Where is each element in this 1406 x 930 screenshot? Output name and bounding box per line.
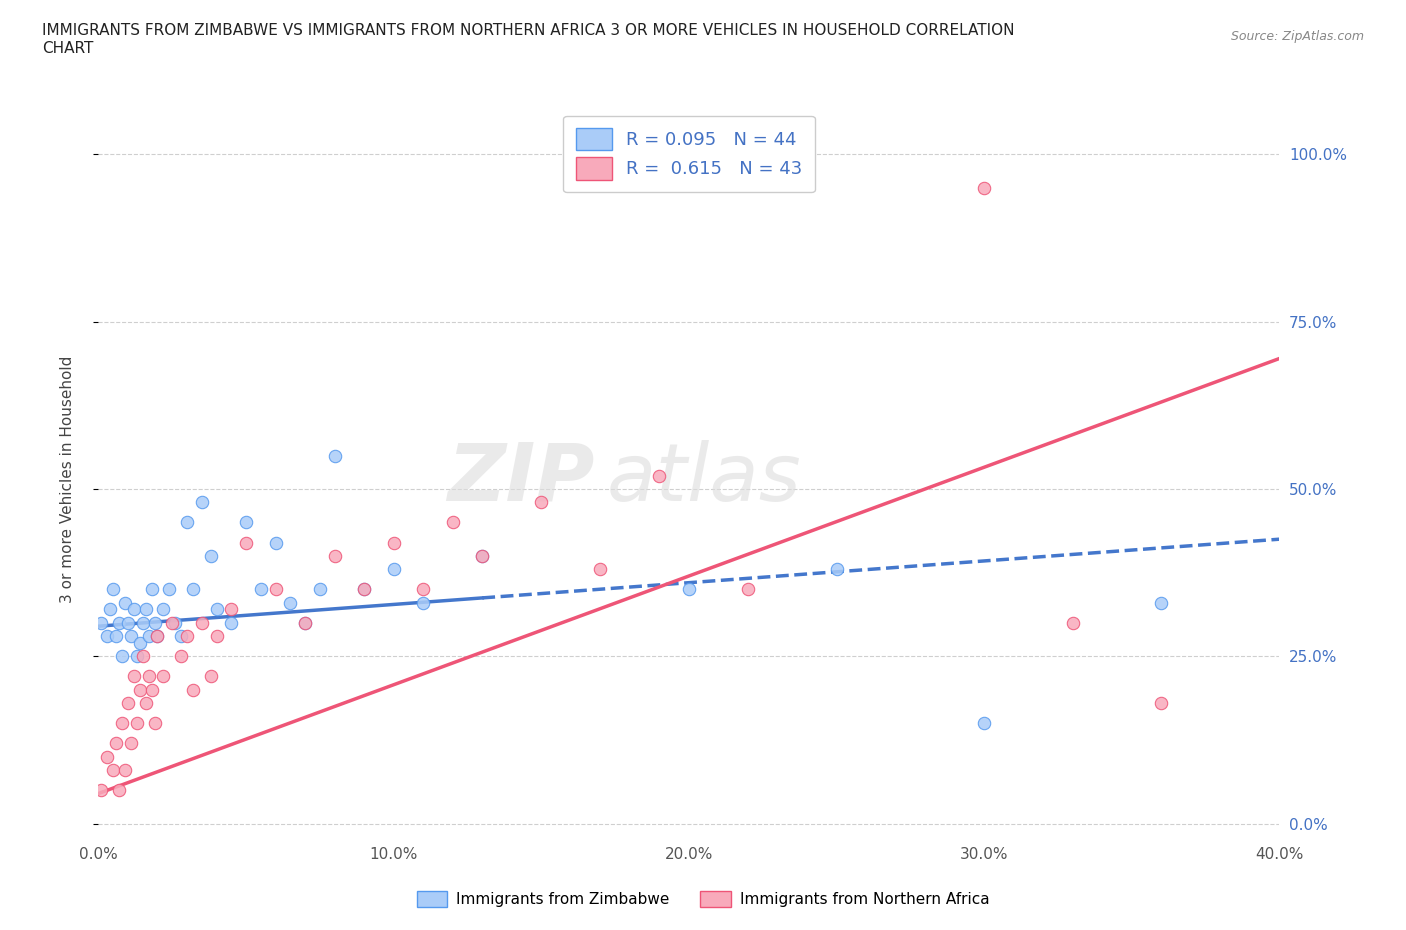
- Point: [152, 602, 174, 617]
- Point: [191, 495, 214, 510]
- Point: [1150, 595, 1173, 610]
- Legend: Immigrants from Zimbabwe, Immigrants from Northern Africa: Immigrants from Zimbabwe, Immigrants fro…: [411, 884, 995, 913]
- Point: [250, 582, 273, 597]
- Point: [132, 649, 155, 664]
- Point: [973, 180, 995, 195]
- Point: [162, 616, 183, 631]
- Point: [181, 582, 204, 597]
- Point: [441, 515, 464, 530]
- Point: [1062, 616, 1084, 631]
- Point: [235, 535, 257, 550]
- Point: [235, 515, 257, 530]
- Point: [221, 616, 243, 631]
- Point: [146, 629, 169, 644]
- Point: [176, 629, 198, 644]
- Point: [135, 602, 157, 617]
- Point: [170, 629, 193, 644]
- Point: [280, 595, 302, 610]
- Point: [111, 716, 134, 731]
- Point: [96, 750, 118, 764]
- Point: [105, 629, 128, 644]
- Point: [382, 562, 405, 577]
- Point: [108, 616, 131, 631]
- Point: [323, 448, 346, 463]
- Point: [200, 549, 222, 564]
- Point: [353, 582, 375, 597]
- Point: [221, 602, 243, 617]
- Point: [471, 549, 494, 564]
- Point: [264, 535, 287, 550]
- Text: ZIP: ZIP: [447, 440, 595, 518]
- Point: [125, 649, 148, 664]
- Point: [264, 582, 287, 597]
- Point: [1150, 696, 1173, 711]
- Point: [135, 696, 157, 711]
- Point: [825, 562, 848, 577]
- Point: [132, 616, 155, 631]
- Text: IMMIGRANTS FROM ZIMBABWE VS IMMIGRANTS FROM NORTHERN AFRICA 3 OR MORE VEHICLES I: IMMIGRANTS FROM ZIMBABWE VS IMMIGRANTS F…: [42, 23, 1015, 56]
- Point: [117, 696, 139, 711]
- Point: [200, 669, 222, 684]
- Point: [176, 515, 198, 530]
- Text: Source: ZipAtlas.com: Source: ZipAtlas.com: [1230, 30, 1364, 43]
- Point: [117, 616, 139, 631]
- Point: [382, 535, 405, 550]
- Point: [530, 495, 553, 510]
- Point: [412, 582, 434, 597]
- Point: [125, 716, 148, 731]
- Point: [90, 783, 112, 798]
- Point: [323, 549, 346, 564]
- Point: [648, 468, 671, 483]
- Point: [205, 629, 228, 644]
- Point: [152, 669, 174, 684]
- Point: [294, 616, 316, 631]
- Point: [120, 736, 142, 751]
- Point: [114, 595, 136, 610]
- Point: [141, 582, 163, 597]
- Point: [143, 616, 166, 631]
- Point: [128, 683, 150, 698]
- Point: [973, 716, 995, 731]
- Point: [90, 616, 112, 631]
- Point: [96, 629, 118, 644]
- Point: [165, 616, 187, 631]
- Point: [98, 602, 121, 617]
- Point: [114, 763, 136, 777]
- Legend: R = 0.095   N = 44, R =  0.615   N = 43: R = 0.095 N = 44, R = 0.615 N = 43: [562, 115, 815, 193]
- Point: [353, 582, 375, 597]
- Point: [141, 683, 163, 698]
- Point: [103, 763, 125, 777]
- Point: [170, 649, 193, 664]
- Point: [122, 602, 145, 617]
- Point: [120, 629, 142, 644]
- Point: [181, 683, 204, 698]
- Point: [589, 562, 612, 577]
- Point: [191, 616, 214, 631]
- Y-axis label: 3 or more Vehicles in Household: 3 or more Vehicles in Household: [60, 355, 75, 603]
- Point: [143, 716, 166, 731]
- Point: [111, 649, 134, 664]
- Point: [138, 669, 160, 684]
- Text: atlas: atlas: [606, 440, 801, 518]
- Point: [103, 582, 125, 597]
- Point: [138, 629, 160, 644]
- Point: [678, 582, 700, 597]
- Point: [146, 629, 169, 644]
- Point: [128, 635, 150, 650]
- Point: [205, 602, 228, 617]
- Point: [122, 669, 145, 684]
- Point: [108, 783, 131, 798]
- Point: [737, 582, 759, 597]
- Point: [412, 595, 434, 610]
- Point: [157, 582, 180, 597]
- Point: [309, 582, 332, 597]
- Point: [105, 736, 128, 751]
- Point: [294, 616, 316, 631]
- Point: [471, 549, 494, 564]
